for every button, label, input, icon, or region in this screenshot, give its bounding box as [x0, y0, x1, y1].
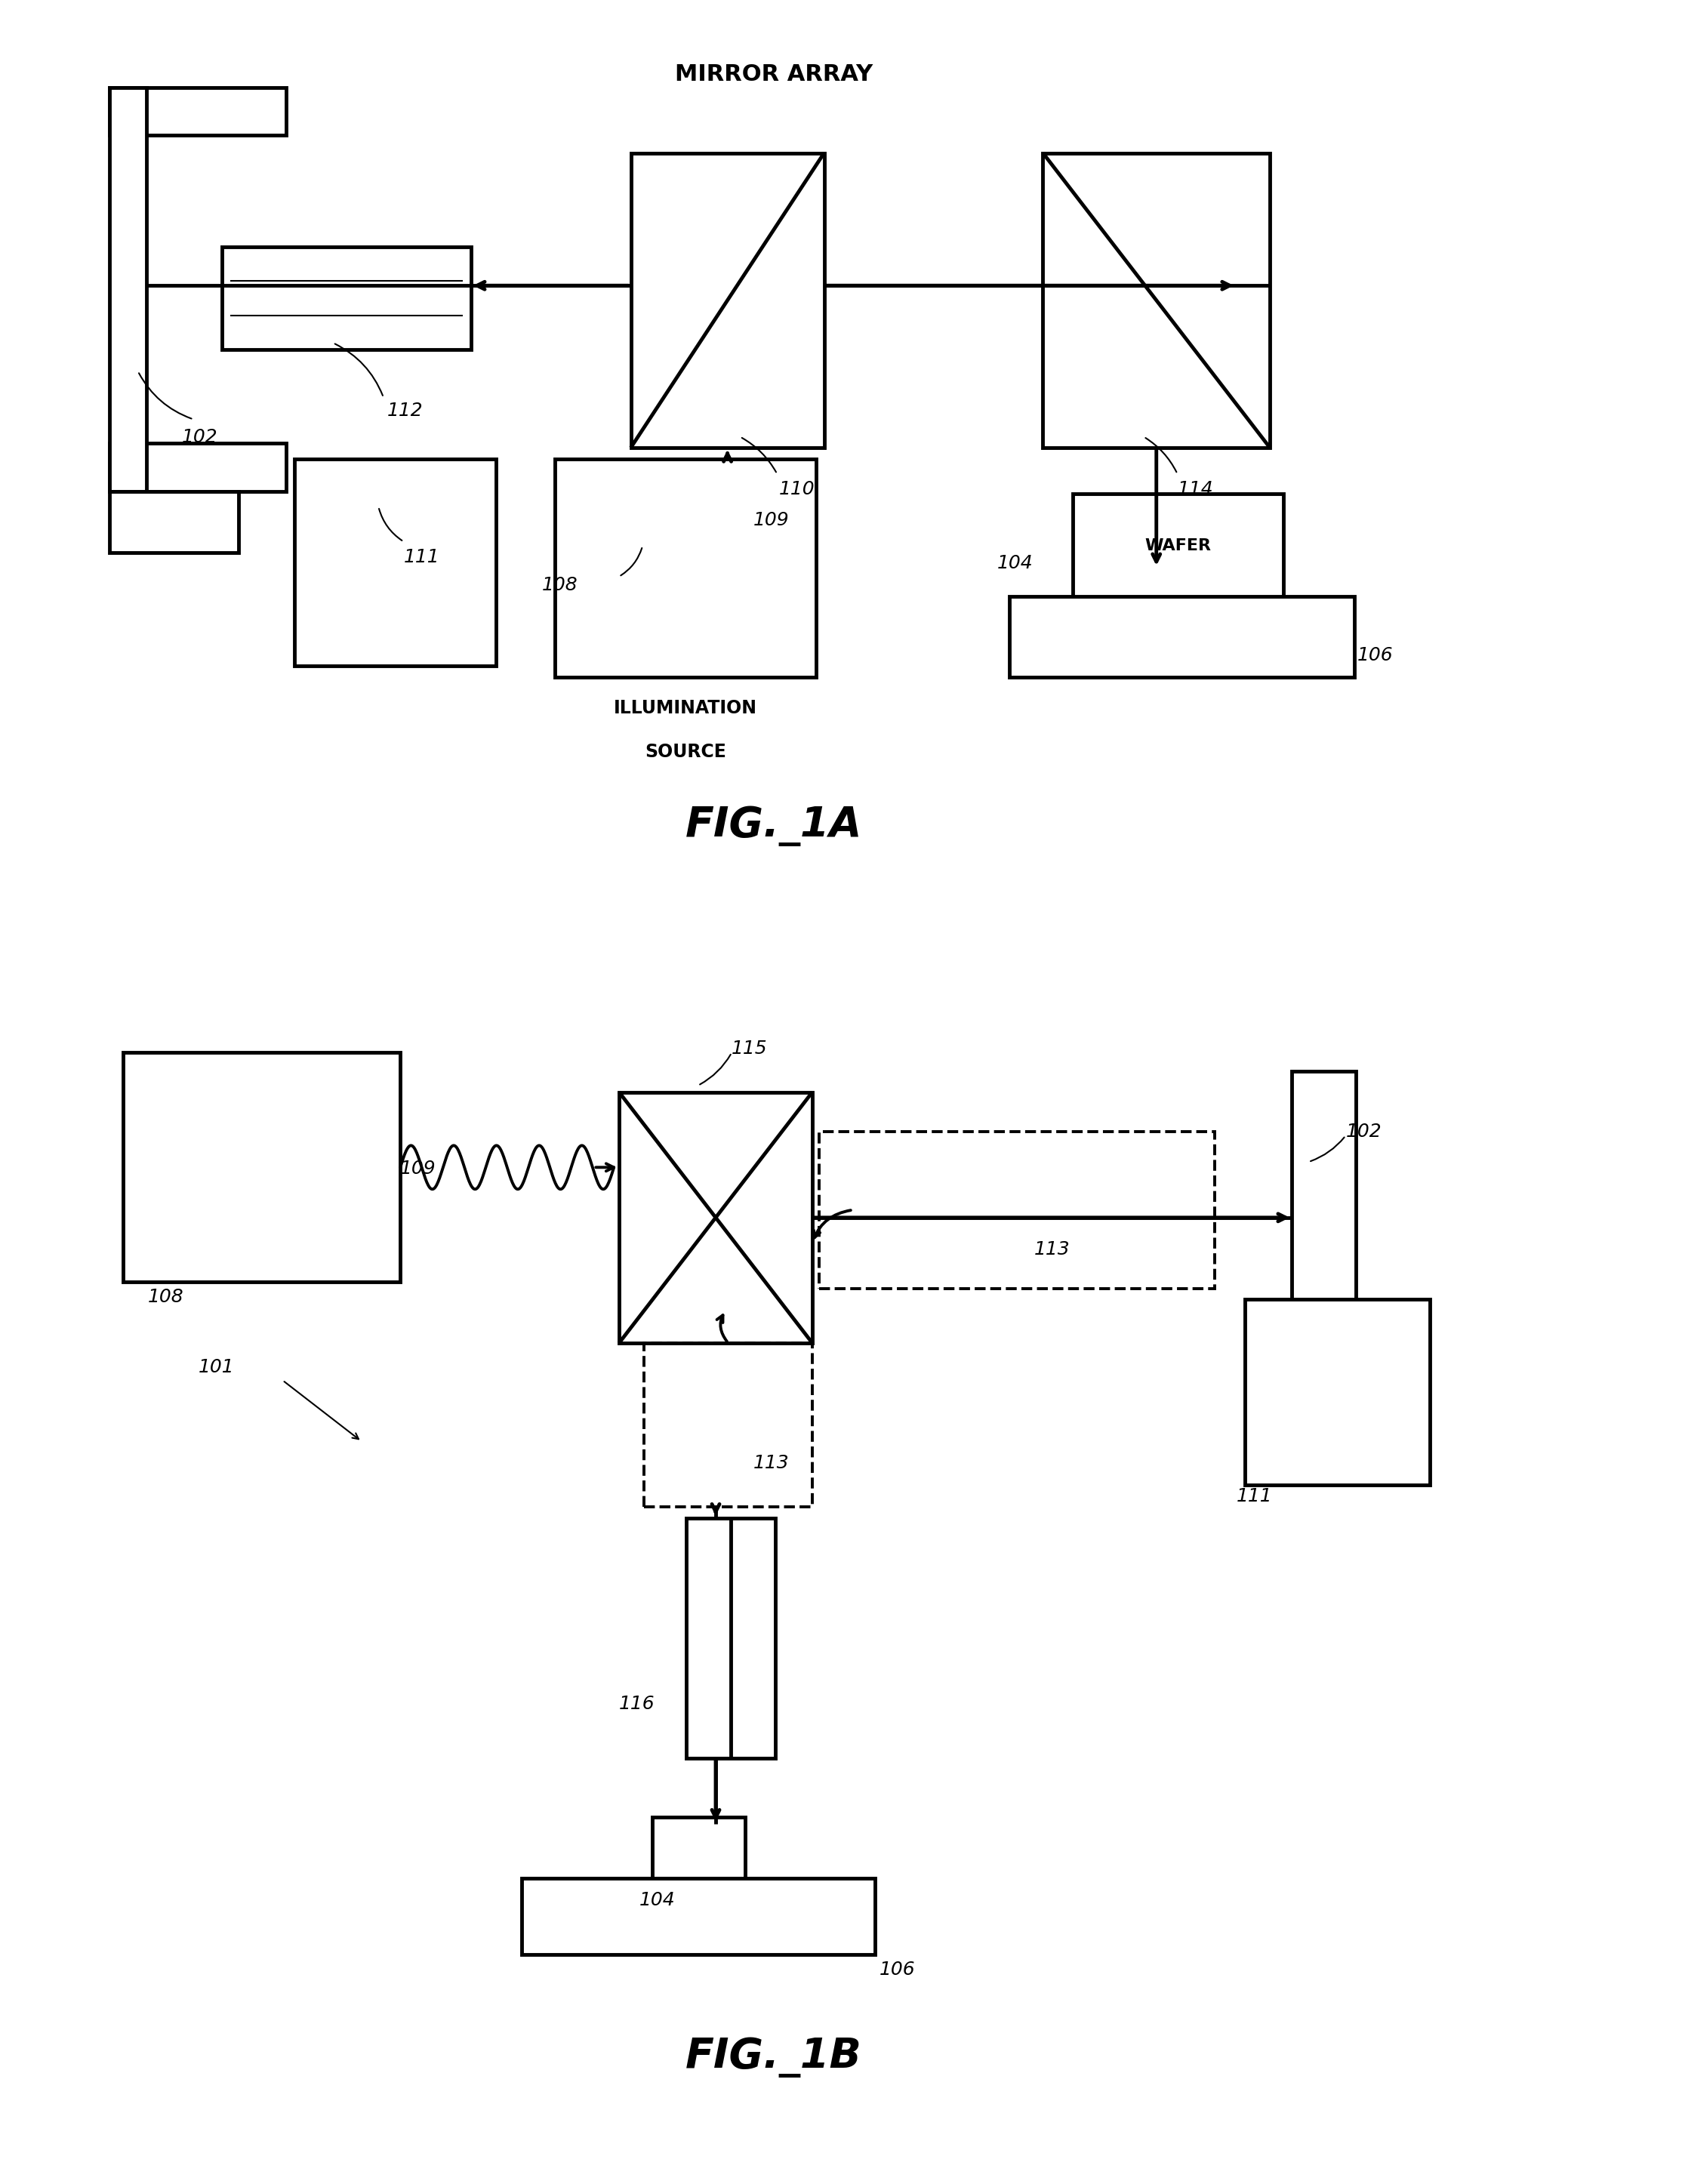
Text: 104: 104: [639, 1891, 674, 1909]
Text: FIG._1B: FIG._1B: [686, 2038, 861, 2077]
Bar: [1073, 494, 1283, 598]
Text: 101: 101: [198, 1358, 234, 1376]
Text: 102: 102: [1346, 1123, 1381, 1140]
Text: ILLUMINATION: ILLUMINATION: [614, 699, 757, 716]
Bar: [653, 1817, 745, 1883]
Text: 113: 113: [1034, 1241, 1070, 1258]
Bar: [109, 87, 146, 491]
Text: 110: 110: [779, 480, 814, 498]
Bar: [619, 1092, 812, 1343]
Text: 113: 113: [754, 1455, 789, 1472]
Text: MIRROR ARRAY: MIRROR ARRAY: [674, 63, 873, 85]
Bar: [631, 153, 824, 448]
Text: 115: 115: [732, 1040, 767, 1057]
Bar: [819, 1131, 1214, 1289]
Bar: [222, 247, 471, 349]
Text: 111: 111: [1236, 1487, 1272, 1505]
Bar: [109, 87, 286, 135]
Text: FIG._1A: FIG._1A: [685, 806, 863, 845]
Bar: [109, 491, 239, 553]
Bar: [555, 459, 816, 677]
Bar: [294, 459, 496, 666]
Text: 106: 106: [880, 1961, 915, 1979]
Bar: [686, 1518, 775, 1758]
Bar: [123, 1053, 400, 1282]
Text: SOURCE: SOURCE: [644, 743, 727, 760]
Bar: [521, 1878, 875, 1955]
Text: 114: 114: [1177, 480, 1213, 498]
Bar: [1009, 596, 1354, 677]
Text: 106: 106: [1357, 646, 1393, 664]
Text: 116: 116: [619, 1695, 654, 1712]
Text: 109: 109: [400, 1160, 436, 1177]
Text: 109: 109: [754, 511, 789, 529]
Bar: [109, 443, 286, 491]
Text: 112: 112: [387, 402, 422, 419]
Bar: [644, 1343, 812, 1507]
Text: 102: 102: [182, 428, 217, 446]
Text: 108: 108: [148, 1289, 183, 1306]
Bar: [1043, 153, 1270, 448]
Bar: [1292, 1070, 1356, 1367]
Text: 111: 111: [404, 548, 439, 566]
Text: 104: 104: [997, 555, 1033, 572]
Text: WAFER: WAFER: [1145, 539, 1211, 553]
Bar: [1245, 1299, 1430, 1485]
Text: 108: 108: [542, 577, 577, 594]
